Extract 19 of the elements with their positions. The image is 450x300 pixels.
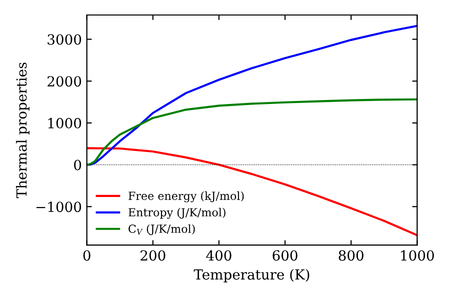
- x-axis-title: Temperature (K): [194, 268, 310, 282]
- y-tick-label: 2000: [48, 76, 82, 87]
- y-tick-label: 3000: [48, 34, 82, 45]
- legend-label: Entropy (J/K/mol): [128, 208, 226, 219]
- x-tick-label: 0: [83, 250, 90, 261]
- y-axis-title: Thermal properties: [16, 62, 30, 198]
- line-series: [86, 147, 418, 236]
- legend-label: Free energy (kJ/mol): [128, 191, 244, 202]
- y-tick-label: 1000: [48, 118, 82, 128]
- line-series: [86, 24, 418, 166]
- x-tick-label: 1000: [401, 250, 434, 261]
- x-tick-label: 600: [272, 250, 298, 261]
- legend-label: C$_{V}$ (J/K/mol): [128, 224, 195, 236]
- x-tick-label: 200: [140, 250, 166, 261]
- x-tick-label: 800: [338, 250, 364, 261]
- y-tick-label: 0: [74, 160, 82, 170]
- x-tick-label: 400: [206, 250, 232, 261]
- line-series: [86, 98, 418, 166]
- y-tick-label: −1000: [36, 202, 82, 212]
